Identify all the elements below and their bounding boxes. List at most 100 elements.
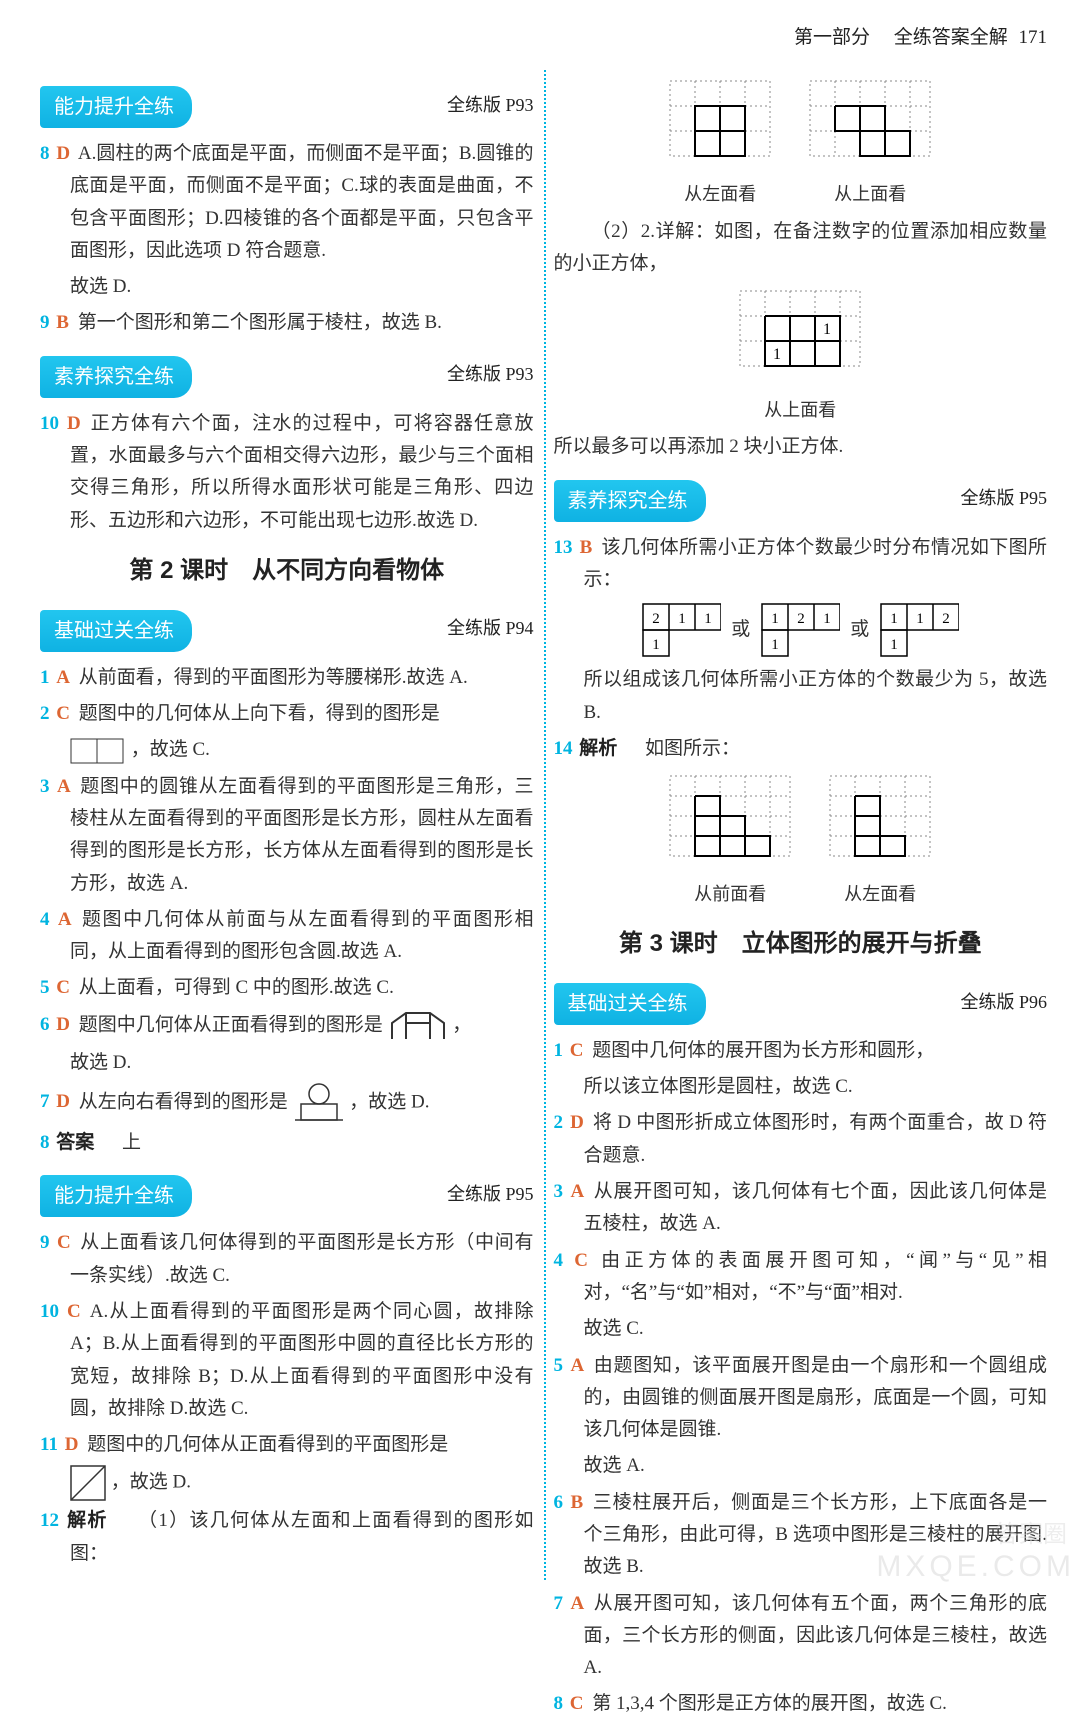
section-pill: 能力提升全练	[40, 86, 192, 128]
two-square-icon	[70, 738, 126, 764]
circle-on-rect-icon	[293, 1083, 345, 1123]
answer-item: 4 C 由正方体的表面展开图可知，“闻”与“见”相对，“名”与“如”相对，“不”…	[554, 1245, 1048, 1310]
square-diagonal-icon	[70, 1465, 106, 1501]
front-view-grid-icon	[665, 771, 795, 866]
answer-item: 1 C 题图中几何体的展开图为长方形和圆形，	[554, 1035, 1048, 1067]
question-number: 8	[40, 143, 50, 164]
answer-item: 11 D 题图中的几何体从正面看得到的平面图形是	[40, 1429, 534, 1461]
svg-text:1: 1	[652, 637, 660, 653]
cell-label: 1	[773, 346, 781, 363]
page-ref: 全练版 P95	[960, 483, 1047, 514]
mini-grid-icon: 2 1 1 1	[641, 602, 721, 658]
content-columns: 能力提升全练 全练版 P93 8 D A.圆柱的两个底面是平面，而侧面不是平面；…	[30, 70, 1057, 1580]
left-column: 能力提升全练 全练版 P93 8 D A.圆柱的两个底面是平面，而侧面不是平面；…	[30, 70, 544, 1580]
page-ref: 全练版 P95	[447, 1179, 534, 1210]
answer-item: 7 A 从展开图可知，该几何体有五个面，两个三角形的底面，三个长方形的侧面，因此…	[554, 1588, 1048, 1685]
section-row: 素养探究全练 全练版 P93	[40, 348, 534, 402]
figure-grid-options: 2 1 1 1 或 1 2 1 1 或	[554, 602, 1048, 658]
section-pill: 基础过关全练	[40, 610, 192, 652]
page-header: 第一部分 全练答案全解 171	[794, 22, 1047, 54]
section-row: 基础过关全练 全练版 P96	[554, 975, 1048, 1029]
figure-inline: ，故选 C.	[40, 734, 534, 766]
figure-caption: 从左面看	[665, 179, 775, 210]
answer-letter: B	[56, 312, 69, 333]
svg-text:2: 2	[943, 611, 951, 627]
svg-text:1: 1	[891, 611, 899, 627]
part-label: 第一部分	[794, 27, 870, 48]
section-pill: 基础过关全练	[554, 983, 706, 1025]
section-row: 能力提升全练 全练版 P93	[40, 78, 534, 132]
page-ref: 全练版 P94	[447, 613, 534, 644]
top-view-grid-icon	[805, 76, 935, 166]
answer-item: 12 解析 （1）该几何体从左面和上面看得到的图形如图：	[40, 1505, 534, 1570]
answer-item: 9 C 从上面看该几何体得到的平面图形是长方形（中间有一条实线）.故选 C.	[40, 1227, 534, 1292]
answer-text: 第一个图形和第二个图形属于棱柱，故选 B.	[78, 312, 442, 333]
svg-text:2: 2	[652, 611, 660, 627]
lesson-heading: 第 2 课时 从不同方向看物体	[40, 551, 534, 592]
answer-letter: D	[56, 143, 70, 164]
answer-item: 7 D 从左向右看得到的图形是 ，故选 D.	[40, 1083, 534, 1123]
section-pill: 素养探究全练	[40, 356, 192, 398]
mini-grid-icon: 1 1 2 1	[879, 602, 959, 658]
svg-text:1: 1	[772, 637, 780, 653]
figure-caption: 从上面看	[554, 395, 1048, 426]
answer-tail: 故选 D.	[40, 271, 534, 303]
answer-item: 5 A 由题图知，该平面展开图是由一个扇形和一个圆组成的，由圆锥的侧面展开图是扇…	[554, 1350, 1048, 1447]
answer-item: 10 D 正方体有六个面，注水的过程中，可将容器任意放置，水面最多与六个面相交得…	[40, 408, 534, 537]
right-column: 从左面看 从上面看	[544, 70, 1058, 1580]
svg-text:1: 1	[704, 611, 712, 627]
answer-item: 8 D A.圆柱的两个底面是平面，而侧面不是平面；B.圆锥的底面是平面，而侧面不…	[40, 138, 534, 267]
left-view-grid-icon	[825, 771, 935, 866]
figure-views: 从左面看 从上面看	[554, 76, 1048, 210]
or-label: 或	[731, 614, 750, 646]
mini-grid-icon: 1 2 1 1	[760, 602, 840, 658]
figure-caption: 从左面看	[825, 879, 935, 910]
answer-item: 6 B 三棱柱展开后，侧面是三个长方形，上下底面各是一个三角形，由此可得，B 选…	[554, 1487, 1048, 1584]
answer-tail: 故选 C.	[554, 1313, 1048, 1345]
answer-tail: 故选 A.	[554, 1450, 1048, 1482]
answer-tail: 故选 D.	[40, 1047, 534, 1079]
figure-caption: 从上面看	[805, 179, 935, 210]
answer-text: A.圆柱的两个底面是平面，而侧面不是平面；B.圆锥的底面是平面，而侧面不是平面；…	[70, 143, 534, 261]
answer-item: 4 A 题图中几何体从前面与从左面看得到的平面图形相同，从上面看得到的图形包含圆…	[40, 904, 534, 969]
figure-top-view-numbered: 1 1 从上面看	[554, 286, 1048, 425]
answer-item: 14 解析 如图所示：	[554, 733, 1048, 765]
answer-tail: 所以该立体图形是圆柱，故选 C.	[554, 1071, 1048, 1103]
answer-item: 2 D 将 D 中图形折成立体图形时，有两个面重合，故 D 符合题意.	[554, 1107, 1048, 1172]
left-view-grid-icon	[665, 76, 775, 166]
page-ref: 全练版 P93	[447, 90, 534, 121]
or-label: 或	[850, 614, 869, 646]
answer-item: 13 B 该几何体所需小正方体个数最少时分布情况如下图所示：	[554, 532, 1048, 597]
cell-label: 1	[823, 321, 831, 338]
page-number: 171	[1019, 27, 1048, 48]
answer-text: 正方体有六个面，注水的过程中，可将容器任意放置，水面最多与六个面相交得六边形，最…	[70, 413, 534, 531]
figure-views: 从前面看 从左面看	[554, 771, 1048, 910]
answer-item: 3 A 从展开图可知，该几何体有七个面，因此该几何体是五棱柱，故选 A.	[554, 1176, 1048, 1241]
section-row: 能力提升全练 全练版 P95	[40, 1167, 534, 1221]
answer-letter: D	[67, 413, 81, 434]
figure-caption: 从前面看	[665, 879, 795, 910]
lesson-heading: 第 3 课时 立体图形的展开与折叠	[554, 924, 1048, 965]
svg-text:1: 1	[678, 611, 686, 627]
svg-text:1: 1	[824, 611, 832, 627]
trapezoid-outline-icon	[388, 1009, 448, 1043]
numbered-grid-icon: 1 1	[735, 286, 865, 381]
answer-item: 1 A 从前面看，得到的平面图形为等腰梯形.故选 A.	[40, 662, 534, 694]
answer-item: 8 C 第 1,3,4 个图形是正方体的展开图，故选 C.	[554, 1688, 1048, 1720]
question-number: 10	[40, 413, 59, 434]
figure-inline: ，故选 D.	[40, 1465, 534, 1501]
answer-item: 5 C 从上面看，可得到 C 中的图形.故选 C.	[40, 972, 534, 1004]
section-pill: 素养探究全练	[554, 480, 706, 522]
svg-text:1: 1	[891, 637, 899, 653]
section-pill: 能力提升全练	[40, 1175, 192, 1217]
section-row: 素养探究全练 全练版 P95	[554, 472, 1048, 526]
page-ref: 全练版 P96	[960, 987, 1047, 1018]
answer-item: 6 D 题图中几何体从正面看得到的图形是 ，	[40, 1009, 534, 1043]
answer-item: 9 B 第一个图形和第二个图形属于棱柱，故选 B.	[40, 307, 534, 339]
page-ref: 全练版 P93	[447, 359, 534, 390]
paragraph: 所以最多可以再添加 2 块小正方体.	[554, 431, 1048, 463]
answer-item: 8 答案 上	[40, 1127, 534, 1159]
question-number: 9	[40, 312, 50, 333]
answer-tail: 所以组成该几何体所需小正方体的个数最少为 5，故选 B.	[554, 664, 1048, 729]
svg-text:1: 1	[917, 611, 925, 627]
